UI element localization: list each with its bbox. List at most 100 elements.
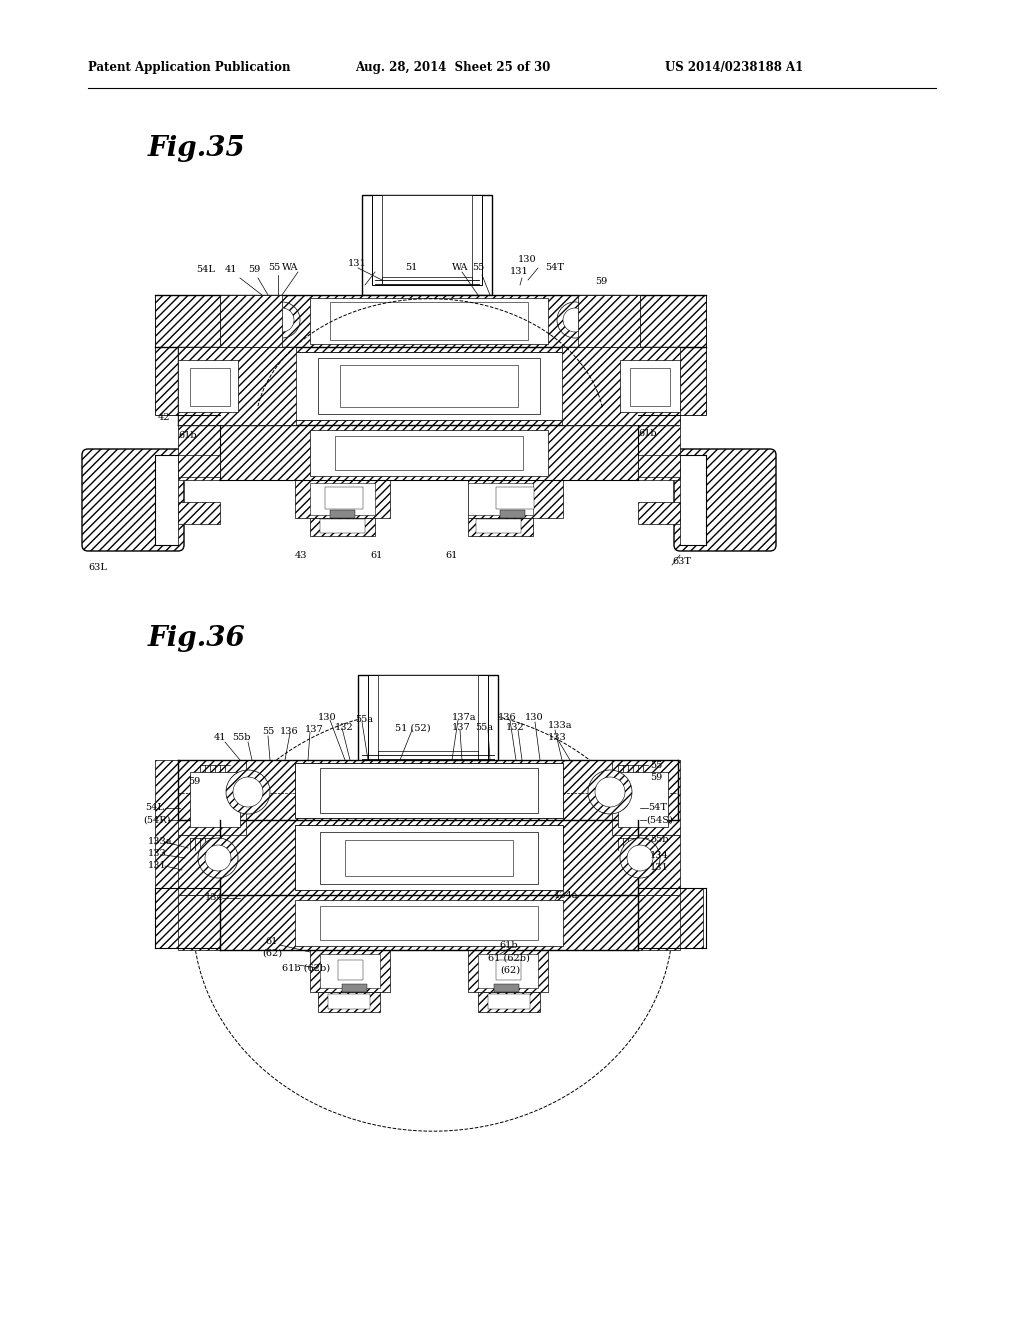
Bar bbox=[345, 840, 513, 876]
Circle shape bbox=[557, 302, 593, 338]
Bar bbox=[335, 436, 523, 470]
Bar bbox=[295, 352, 563, 420]
Text: 131: 131 bbox=[510, 268, 528, 276]
Text: 55a: 55a bbox=[355, 715, 373, 725]
Bar bbox=[476, 519, 521, 533]
Bar bbox=[638, 895, 680, 950]
Bar bbox=[178, 760, 678, 820]
Bar bbox=[155, 294, 180, 347]
Text: 131: 131 bbox=[148, 862, 167, 870]
Bar bbox=[496, 960, 521, 979]
Bar bbox=[319, 954, 380, 987]
Bar bbox=[178, 455, 220, 477]
Bar bbox=[340, 366, 518, 407]
Bar bbox=[468, 950, 548, 993]
Text: 133a: 133a bbox=[548, 721, 572, 730]
Text: 133: 133 bbox=[148, 850, 167, 858]
Bar bbox=[368, 675, 488, 760]
Text: 55: 55 bbox=[262, 727, 274, 737]
Bar bbox=[378, 675, 478, 751]
Text: 136: 136 bbox=[498, 714, 517, 722]
Text: 41: 41 bbox=[214, 734, 226, 742]
Circle shape bbox=[264, 302, 300, 338]
Bar bbox=[328, 994, 370, 1008]
Bar bbox=[618, 772, 668, 828]
Text: 55: 55 bbox=[472, 264, 484, 272]
Text: (62): (62) bbox=[500, 965, 520, 974]
Bar bbox=[638, 294, 706, 414]
Circle shape bbox=[588, 770, 632, 814]
Bar bbox=[478, 954, 538, 987]
Bar bbox=[295, 900, 563, 946]
Text: 55b: 55b bbox=[232, 734, 251, 742]
Bar bbox=[295, 480, 390, 517]
Bar bbox=[638, 888, 703, 948]
Text: 59: 59 bbox=[650, 774, 663, 783]
Bar bbox=[220, 425, 638, 480]
Text: 61: 61 bbox=[445, 552, 458, 561]
Circle shape bbox=[198, 838, 238, 878]
Text: 131: 131 bbox=[348, 260, 367, 268]
Text: 54L: 54L bbox=[196, 265, 215, 275]
Bar bbox=[178, 760, 246, 836]
Text: 55: 55 bbox=[650, 760, 663, 770]
Bar bbox=[330, 510, 355, 517]
Text: 55a: 55a bbox=[475, 723, 493, 733]
Bar bbox=[468, 483, 534, 515]
Text: 130: 130 bbox=[318, 714, 337, 722]
Text: WA: WA bbox=[452, 264, 469, 272]
Text: 42: 42 bbox=[158, 413, 171, 422]
Text: 133: 133 bbox=[548, 733, 566, 742]
Bar bbox=[638, 836, 680, 895]
Text: 43: 43 bbox=[295, 552, 307, 561]
Bar bbox=[478, 993, 540, 1012]
Text: 61b (62b): 61b (62b) bbox=[282, 964, 330, 973]
Circle shape bbox=[233, 777, 263, 807]
Bar bbox=[155, 888, 220, 948]
Text: (54S): (54S) bbox=[646, 816, 673, 825]
Text: Aug. 28, 2014  Sheet 25 of 30: Aug. 28, 2014 Sheet 25 of 30 bbox=[355, 62, 550, 74]
Circle shape bbox=[226, 770, 270, 814]
Bar bbox=[220, 820, 638, 895]
Bar bbox=[178, 836, 220, 895]
Text: 54T: 54T bbox=[545, 263, 564, 272]
Circle shape bbox=[595, 777, 625, 807]
Bar bbox=[620, 360, 680, 412]
Text: WA: WA bbox=[282, 263, 299, 272]
Text: 51 (52): 51 (52) bbox=[395, 723, 431, 733]
Bar bbox=[382, 195, 472, 277]
Bar bbox=[319, 768, 538, 813]
Text: 63T: 63T bbox=[672, 557, 691, 566]
FancyBboxPatch shape bbox=[82, 449, 184, 550]
Bar bbox=[342, 983, 367, 993]
Text: 130: 130 bbox=[525, 714, 544, 722]
Bar bbox=[190, 772, 240, 828]
Text: 132: 132 bbox=[506, 723, 524, 733]
Text: 59: 59 bbox=[595, 277, 607, 286]
Bar bbox=[494, 983, 519, 993]
Bar bbox=[638, 414, 680, 480]
Text: 131: 131 bbox=[650, 863, 669, 873]
Bar bbox=[338, 960, 362, 979]
Text: 134a: 134a bbox=[554, 891, 579, 899]
Text: 137a: 137a bbox=[452, 714, 476, 722]
Text: 133a: 133a bbox=[148, 837, 172, 846]
Text: 61: 61 bbox=[370, 552, 382, 561]
Text: 137: 137 bbox=[305, 726, 324, 734]
Text: 51: 51 bbox=[406, 264, 418, 272]
Bar bbox=[178, 347, 678, 425]
Circle shape bbox=[620, 838, 660, 878]
Bar bbox=[330, 302, 528, 341]
Circle shape bbox=[205, 845, 231, 871]
Text: 41: 41 bbox=[225, 265, 238, 275]
Bar bbox=[325, 487, 362, 510]
Bar bbox=[295, 825, 563, 890]
Bar bbox=[680, 455, 706, 545]
Bar bbox=[318, 993, 380, 1012]
Circle shape bbox=[563, 308, 587, 333]
Bar bbox=[220, 294, 282, 347]
Text: Patent Application Publication: Patent Application Publication bbox=[88, 62, 291, 74]
Bar bbox=[310, 950, 390, 993]
Text: 63L: 63L bbox=[88, 564, 106, 573]
Bar bbox=[638, 455, 680, 477]
